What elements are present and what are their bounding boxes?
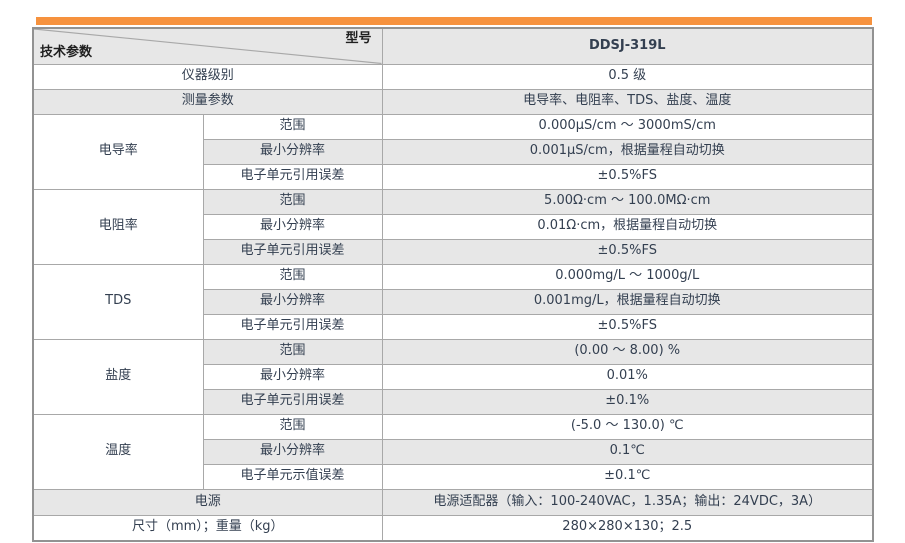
row-dimensions-weight: 尺寸（mm）；重量（kg） 280×280×130；2.5 [32, 514, 874, 542]
spec-label-cell: 范围 [202, 263, 383, 290]
spec-label-cell: 电子单元示值误差 [202, 463, 383, 490]
spec-value-cell: 0.01% [381, 363, 874, 390]
spec-label-cell: 范围 [202, 338, 383, 365]
group-cell-resistivity: 电阻率 [32, 188, 204, 265]
row-value-power: 电源适配器（输入：100-240VAC，1.35A；输出：24VDC，3A） [381, 488, 874, 516]
row-resistivity-error: 电子单元引用误差 ±0.5%FS [33, 238, 874, 265]
row-label-instrument-level: 仪器级别 [32, 63, 383, 90]
diagonal-divider-line [34, 29, 381, 63]
spec-label-cell: 范围 [202, 413, 383, 440]
spec-value-cell: (0.00 ～ 8.00) % [381, 338, 874, 365]
row-measured-params: 测量参数 电导率、电阻率、TDS、盐度、温度 [32, 88, 874, 115]
group-cell-tds: TDS [32, 263, 204, 340]
row-tds-range: TDS 范围 0.000mg/L ～ 1000g/L [32, 263, 874, 340]
spec-label-cell: 电子单元引用误差 [202, 238, 383, 265]
group-cell-conductivity: 电导率 [32, 113, 204, 190]
spec-table: 型号 技术参数 DDSJ-319L 仪器级别 0.5 级 测量参数 电导率、电阻… [32, 27, 874, 542]
spec-value-cell: 5.00Ω·cm ～ 100.0MΩ·cm [381, 188, 874, 215]
spec-value-cell: 0.000mg/L ～ 1000g/L [381, 263, 874, 290]
spec-value-cell: 0.01Ω·cm，根据量程自动切换 [381, 213, 874, 240]
spec-value-cell: ±0.1℃ [381, 463, 874, 490]
row-tds-resolution: 最小分辨率 0.001mg/L，根据量程自动切换 [33, 288, 874, 315]
row-salinity-range: 盐度 范围 (0.00 ～ 8.00) % [32, 338, 874, 415]
row-value-instrument-level: 0.5 级 [381, 63, 874, 90]
spec-value-cell: 0.001μS/cm，根据量程自动切换 [381, 138, 874, 165]
row-power: 电源 电源适配器（输入：100-240VAC，1.35A；输出：24VDC，3A… [32, 488, 874, 516]
spec-label-cell: 最小分辨率 [202, 288, 383, 315]
group-cell-salinity: 盐度 [32, 338, 204, 415]
spec-value-cell: (-5.0 ～ 130.0) ℃ [381, 413, 874, 440]
row-instrument-level: 仪器级别 0.5 级 [32, 63, 874, 90]
model-value-cell: DDSJ-319L [381, 27, 874, 65]
spec-value-cell: 0.000μS/cm ～ 3000mS/cm [381, 113, 874, 140]
row-label-power: 电源 [32, 488, 383, 516]
spec-value-cell: 0.1℃ [381, 438, 874, 465]
row-value-dimensions-weight: 280×280×130；2.5 [381, 514, 874, 542]
accent-bar [36, 17, 872, 25]
spec-value-cell: ±0.1% [381, 388, 874, 415]
table-header-row: 型号 技术参数 DDSJ-319L [32, 27, 874, 65]
row-temperature-error: 电子单元示值误差 ±0.1℃ [33, 463, 874, 490]
row-label-measured-params: 测量参数 [32, 88, 383, 115]
header-diagonal-cell: 型号 技术参数 [32, 27, 383, 65]
spec-label-cell: 最小分辨率 [202, 213, 383, 240]
spec-value-cell: ±0.5%FS [381, 313, 874, 340]
row-temperature-resolution: 最小分辨率 0.1℃ [33, 438, 874, 465]
row-label-dimensions-weight: 尺寸（mm）；重量（kg） [32, 514, 383, 542]
spec-label-cell: 电子单元引用误差 [202, 163, 383, 190]
group-cell-temperature: 温度 [32, 413, 204, 490]
row-salinity-resolution: 最小分辨率 0.01% [33, 363, 874, 390]
row-value-measured-params: 电导率、电阻率、TDS、盐度、温度 [381, 88, 874, 115]
row-salinity-error: 电子单元引用误差 ±0.1% [33, 388, 874, 415]
spec-value-cell: ±0.5%FS [381, 163, 874, 190]
row-temperature-range: 温度 范围 (-5.0 ～ 130.0) ℃ [32, 413, 874, 490]
tech-params-header-label: 技术参数 [40, 44, 93, 60]
spec-label-cell: 电子单元引用误差 [202, 313, 383, 340]
model-header-label: 型号 [345, 31, 372, 46]
row-resistivity-range: 电阻率 范围 5.00Ω·cm ～ 100.0MΩ·cm [32, 188, 874, 265]
spec-value-cell: 0.001mg/L，根据量程自动切换 [381, 288, 874, 315]
spec-label-cell: 范围 [202, 188, 383, 215]
row-conductivity-range: 电导率 范围 0.000μS/cm ～ 3000mS/cm [32, 113, 874, 190]
spec-label-cell: 最小分辨率 [202, 363, 383, 390]
spec-label-cell: 最小分辨率 [202, 138, 383, 165]
spec-label-cell: 电子单元引用误差 [202, 388, 383, 415]
spec-label-cell: 最小分辨率 [202, 438, 383, 465]
spec-value-cell: ±0.5%FS [381, 238, 874, 265]
spec-label-cell: 范围 [202, 113, 383, 140]
